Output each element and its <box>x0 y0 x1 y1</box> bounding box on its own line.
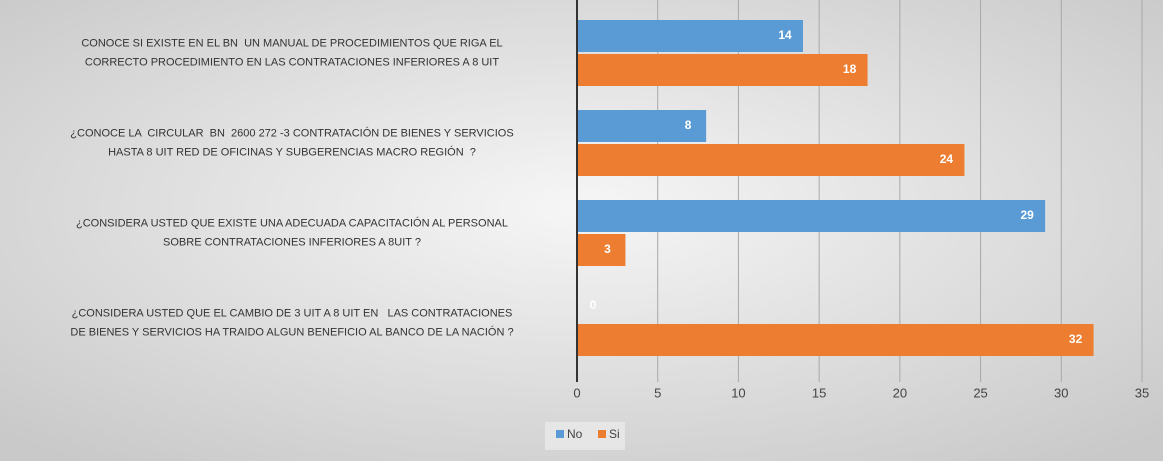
x-tick-label: 5 <box>654 385 661 400</box>
category-label: CONOCE SI EXISTE EN EL BN UN MANUAL DE P… <box>81 37 502 68</box>
bar <box>577 324 1094 356</box>
value-label: 18 <box>843 62 857 76</box>
bar <box>577 20 803 52</box>
legend-label: Si <box>609 427 620 441</box>
bar <box>577 110 707 142</box>
bar <box>577 54 868 86</box>
value-label: 0 <box>590 298 597 312</box>
value-label: 3 <box>604 242 611 256</box>
x-tick-label: 25 <box>973 385 987 400</box>
bar <box>577 144 965 176</box>
x-tick-label: 15 <box>812 385 826 400</box>
bar <box>577 200 1046 232</box>
category-label: ¿CONSIDERA USTED QUE EL CAMBIO DE 3 UIT … <box>70 307 513 338</box>
category-label: ¿CONSIDERA USTED QUE EXISTE UNA ADECUADA… <box>76 216 508 248</box>
x-tick-label: 10 <box>731 385 745 400</box>
value-label: 29 <box>1020 208 1034 222</box>
x-tick-label: 20 <box>893 385 907 400</box>
value-label: 32 <box>1069 332 1083 346</box>
x-tick-label: 30 <box>1054 385 1068 400</box>
bar <box>577 234 626 266</box>
value-label: 24 <box>940 152 954 166</box>
value-label: 8 <box>685 118 692 132</box>
value-label: 14 <box>778 28 792 42</box>
legend-label: No <box>567 427 583 441</box>
category-label: ¿CONOCE LA CIRCULAR BN 2600 272 -3 CONTR… <box>70 126 513 158</box>
legend-swatch <box>556 430 564 438</box>
legend-swatch <box>598 430 606 438</box>
x-tick-label: 35 <box>1135 385 1149 400</box>
x-tick-label: 0 <box>573 385 580 400</box>
